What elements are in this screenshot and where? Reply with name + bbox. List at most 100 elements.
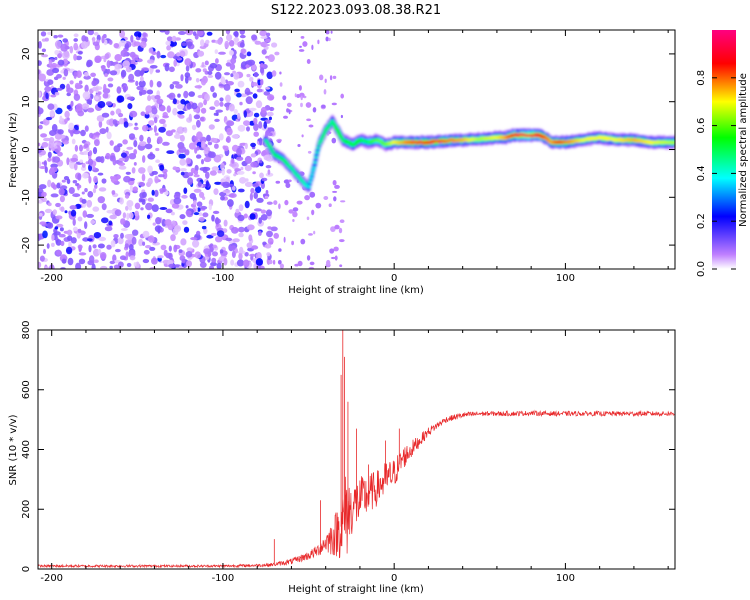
noise-blob: [119, 255, 127, 260]
noise-blob: [135, 261, 140, 268]
noise-blob: [265, 87, 271, 90]
noise-blob: [97, 172, 104, 176]
noise-blob: [235, 228, 240, 232]
ridge-mark: [347, 141, 353, 144]
noise-blob: [340, 200, 346, 203]
noise-blob: [265, 44, 270, 46]
noise-blob: [225, 237, 233, 242]
noise-blob: [98, 236, 107, 242]
noise-blob: [267, 237, 274, 245]
noise-blob: [249, 76, 254, 82]
noise-blob: [244, 165, 252, 172]
noise-blob: [38, 160, 42, 168]
spectrogram-xlabel: Height of straight line (km): [288, 285, 424, 296]
noise-blob: [56, 182, 61, 189]
noise-blob: [162, 115, 170, 119]
noise-blob: [271, 42, 278, 48]
noise-blob: [38, 142, 41, 147]
noise-blob: [142, 155, 146, 163]
noise-blob: [118, 113, 124, 118]
noise-blob: [81, 162, 86, 168]
noise-blob: [68, 187, 75, 194]
noise-blob: [112, 119, 118, 125]
noise-blob: [265, 190, 269, 195]
noise-blob: [180, 171, 185, 176]
noise-blob: [231, 250, 236, 258]
noise-blob: [151, 170, 158, 175]
noise-blob: [119, 118, 125, 125]
noise-blob: [266, 71, 273, 80]
noise-blob: [43, 160, 48, 167]
y-tick-label: 200: [21, 500, 32, 519]
noise-blob: [226, 169, 232, 174]
noise-blob: [144, 143, 153, 150]
noise-blob: [38, 213, 43, 217]
noise-blob: [65, 246, 73, 255]
noise-blob: [278, 248, 282, 252]
noise-blob: [54, 92, 60, 96]
noise-blob: [47, 202, 52, 207]
noise-blob: [205, 171, 210, 179]
noise-blob: [200, 140, 206, 149]
noise-blob: [207, 74, 214, 78]
noise-blob: [64, 210, 68, 214]
noise-blob: [74, 163, 78, 171]
noise-blob: [259, 159, 263, 164]
noise-blob: [138, 182, 146, 187]
noise-blob: [60, 206, 65, 212]
noise-blob: [264, 243, 272, 249]
noise-blob: [40, 31, 47, 37]
noise-blob: [151, 189, 155, 196]
noise-blob: [124, 194, 130, 199]
noise-blob: [183, 187, 188, 194]
noise-blob: [339, 239, 345, 243]
noise-blob: [277, 139, 281, 144]
noise-blob: [178, 114, 185, 119]
noise-blob: [148, 235, 155, 243]
noise-blob: [183, 126, 188, 134]
y-tick-label: 400: [21, 440, 32, 459]
noise-blob: [75, 262, 82, 269]
noise-blob: [73, 33, 79, 38]
noise-blob: [50, 193, 59, 198]
noise-blob: [215, 109, 223, 113]
noise-blob: [254, 40, 262, 45]
noise-blob: [177, 103, 185, 110]
noise-blob: [91, 263, 96, 269]
noise-blob: [195, 78, 200, 83]
noise-blob: [239, 30, 245, 35]
noise-blob: [172, 107, 178, 116]
noise-blob: [210, 85, 215, 93]
noise-blob: [151, 51, 157, 56]
noise-blob: [97, 248, 102, 255]
noise-blob: [142, 241, 146, 246]
noise-blob: [186, 247, 193, 252]
noise-blob: [283, 179, 290, 184]
noise-blob: [154, 189, 159, 197]
noise-blob: [94, 139, 100, 147]
noise-blob: [203, 156, 212, 163]
noise-blob: [152, 222, 156, 226]
noise-blob: [233, 37, 240, 42]
noise-blob: [218, 133, 224, 141]
noise-blob: [244, 142, 248, 150]
noise-blob: [188, 113, 192, 122]
noise-blob: [103, 57, 107, 63]
noise-blob: [57, 129, 64, 135]
noise-blob: [53, 35, 58, 39]
noise-blob: [63, 50, 70, 58]
noise-blob: [122, 60, 130, 68]
noise-blob: [233, 109, 238, 114]
noise-blob: [72, 180, 78, 184]
noise-blob: [93, 132, 101, 136]
noise-blob: [201, 159, 204, 165]
noise-blob: [309, 261, 315, 266]
noise-blob: [265, 209, 273, 217]
noise-blob: [63, 59, 68, 65]
noise-blob: [334, 184, 340, 189]
noise-blob: [321, 104, 326, 109]
noise-blob: [282, 95, 287, 101]
noise-blob: [301, 134, 304, 138]
noise-blob: [209, 170, 217, 176]
noise-blob: [93, 259, 99, 264]
